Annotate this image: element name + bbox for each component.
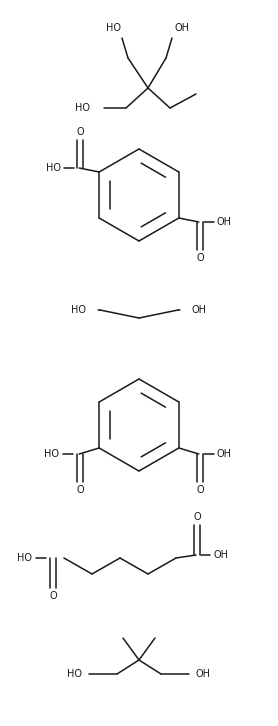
Text: OH: OH (214, 550, 229, 560)
Text: O: O (196, 253, 204, 263)
Text: OH: OH (217, 449, 232, 459)
Text: O: O (193, 512, 201, 522)
Text: OH: OH (195, 669, 210, 679)
Text: O: O (76, 127, 84, 137)
Text: OH: OH (217, 217, 232, 227)
Text: O: O (196, 485, 204, 495)
Text: HO: HO (68, 669, 83, 679)
Text: HO: HO (75, 103, 90, 113)
Text: HO: HO (106, 23, 121, 33)
Text: O: O (76, 485, 84, 495)
Text: HO: HO (17, 553, 32, 563)
Text: HO: HO (71, 305, 86, 315)
Text: HO: HO (46, 163, 61, 173)
Text: HO: HO (44, 449, 59, 459)
Text: OH: OH (175, 23, 190, 33)
Text: OH: OH (192, 305, 207, 315)
Text: O: O (49, 591, 57, 601)
